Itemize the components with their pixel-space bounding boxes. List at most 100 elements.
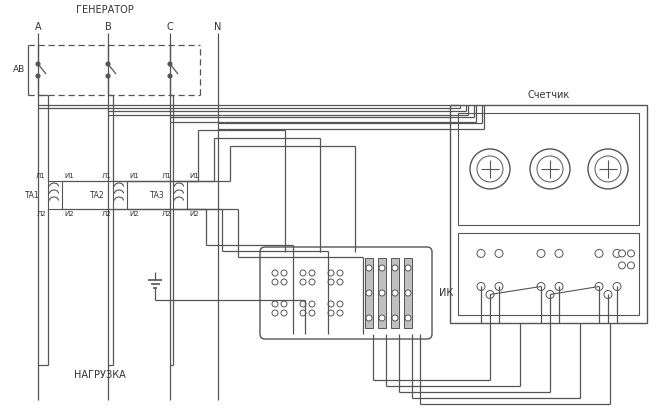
Bar (365, 258, 373, 328)
Circle shape (36, 62, 40, 66)
Bar (458, 233, 639, 315)
Text: Л1: Л1 (101, 173, 111, 179)
Circle shape (604, 290, 612, 299)
Circle shape (392, 290, 398, 296)
FancyBboxPatch shape (260, 247, 432, 339)
Circle shape (36, 74, 40, 78)
Circle shape (106, 62, 110, 66)
Text: Л1: Л1 (161, 173, 171, 179)
Text: И1: И1 (129, 173, 139, 179)
Circle shape (537, 156, 563, 182)
Text: Счетчик: Счетчик (528, 90, 570, 100)
Text: ГЕНЕРАТОР: ГЕНЕРАТОР (76, 5, 134, 15)
Circle shape (328, 301, 334, 307)
Bar (113, 181, 127, 209)
Circle shape (477, 249, 485, 257)
Circle shape (272, 279, 278, 285)
Circle shape (337, 301, 343, 307)
Text: ИК: ИК (439, 288, 453, 298)
Circle shape (309, 310, 315, 316)
Circle shape (486, 290, 494, 299)
Text: НАГРУЗКА: НАГРУЗКА (74, 370, 126, 380)
Text: С: С (167, 22, 173, 32)
Bar (48, 181, 62, 209)
Text: В: В (104, 22, 112, 32)
Text: ТА2: ТА2 (91, 191, 105, 200)
Circle shape (495, 249, 503, 257)
Circle shape (405, 265, 411, 271)
Circle shape (392, 315, 398, 321)
Circle shape (300, 310, 306, 316)
Circle shape (281, 310, 287, 316)
Circle shape (168, 62, 172, 66)
Circle shape (618, 250, 625, 257)
Circle shape (300, 279, 306, 285)
Text: Л2: Л2 (36, 211, 46, 217)
Text: И2: И2 (189, 211, 198, 217)
Circle shape (470, 149, 510, 189)
Circle shape (477, 156, 503, 182)
Circle shape (337, 310, 343, 316)
Circle shape (588, 149, 628, 189)
Circle shape (530, 149, 570, 189)
Circle shape (272, 301, 278, 307)
Bar (450, 105, 647, 323)
Circle shape (537, 249, 545, 257)
Circle shape (379, 290, 385, 296)
Circle shape (337, 270, 343, 276)
Circle shape (281, 279, 287, 285)
Text: АВ: АВ (12, 66, 25, 75)
Circle shape (337, 279, 343, 285)
Circle shape (555, 249, 563, 257)
Circle shape (379, 265, 385, 271)
Text: ТА3: ТА3 (150, 191, 165, 200)
Circle shape (537, 282, 545, 290)
Circle shape (495, 282, 503, 290)
Circle shape (106, 74, 110, 78)
Circle shape (366, 265, 372, 271)
Circle shape (168, 74, 172, 78)
Circle shape (595, 156, 621, 182)
Bar (378, 258, 386, 328)
Text: Л1: Л1 (36, 173, 46, 179)
Circle shape (477, 282, 485, 290)
Bar (404, 258, 412, 328)
Circle shape (546, 290, 554, 299)
Circle shape (627, 250, 635, 257)
Circle shape (613, 282, 621, 290)
Circle shape (595, 282, 603, 290)
Circle shape (627, 262, 635, 269)
Bar (391, 258, 399, 328)
Circle shape (272, 310, 278, 316)
Circle shape (309, 301, 315, 307)
Circle shape (309, 279, 315, 285)
Bar (173, 181, 187, 209)
Circle shape (595, 249, 603, 257)
Text: Л2: Л2 (162, 211, 171, 217)
Text: И2: И2 (64, 211, 74, 217)
Text: N: N (214, 22, 221, 32)
Circle shape (300, 301, 306, 307)
Circle shape (379, 315, 385, 321)
Bar (458, 113, 639, 225)
Circle shape (366, 290, 372, 296)
Circle shape (405, 290, 411, 296)
Text: Л2: Л2 (101, 211, 111, 217)
Circle shape (555, 282, 563, 290)
Text: А: А (35, 22, 41, 32)
Circle shape (618, 262, 625, 269)
Circle shape (309, 270, 315, 276)
Circle shape (392, 265, 398, 271)
Text: ТА1: ТА1 (26, 191, 40, 200)
Circle shape (300, 270, 306, 276)
Circle shape (328, 279, 334, 285)
Circle shape (281, 301, 287, 307)
Circle shape (328, 310, 334, 316)
Circle shape (366, 315, 372, 321)
Circle shape (405, 315, 411, 321)
Text: И2: И2 (129, 211, 139, 217)
Text: И1: И1 (189, 173, 199, 179)
Circle shape (272, 270, 278, 276)
Circle shape (328, 270, 334, 276)
Circle shape (613, 249, 621, 257)
